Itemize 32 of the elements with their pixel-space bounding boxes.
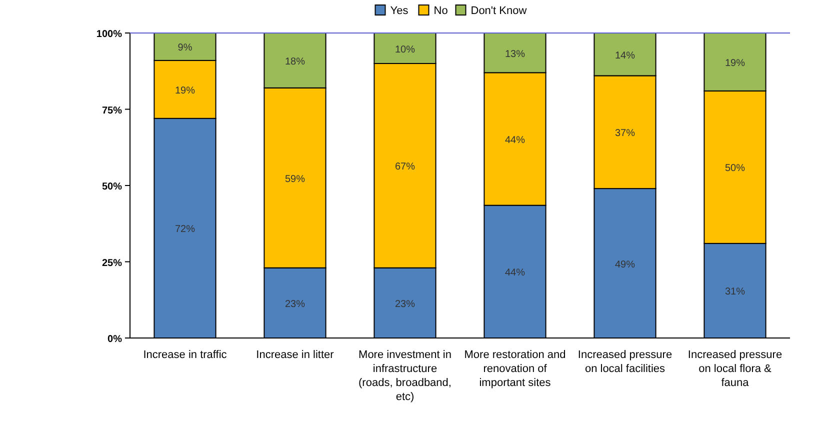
data-label: 23% bbox=[284, 298, 306, 310]
data-label: 59% bbox=[284, 174, 306, 185]
x-tick-label: Increase in litter bbox=[256, 349, 334, 361]
data-label: 18% bbox=[284, 56, 306, 68]
y-tick-label: 100% bbox=[96, 29, 122, 40]
x-tick-label: More investment in infrastructure (roads, broadband, etc) bbox=[358, 349, 452, 403]
y-tick-label: 25% bbox=[102, 258, 122, 269]
legend-label: Yes bbox=[390, 5, 409, 17]
data-label: 13% bbox=[504, 48, 526, 60]
data-label: 72% bbox=[174, 224, 196, 236]
x-tick-label: Increased pressure on local facilities bbox=[578, 349, 672, 375]
x-tick-label: Increased pressure on local flora & fauna bbox=[688, 349, 782, 389]
legend-label: Don't Know bbox=[470, 5, 527, 17]
data-label: 19% bbox=[174, 85, 196, 96]
data-label: 49% bbox=[614, 259, 636, 270]
y-tick-label: 0% bbox=[108, 334, 122, 345]
data-label: 14% bbox=[614, 50, 636, 62]
data-label: 37% bbox=[614, 128, 636, 140]
x-tick-label: Increase in traffic bbox=[143, 349, 228, 361]
data-label: 23% bbox=[394, 298, 416, 310]
data-label: 10% bbox=[394, 44, 416, 56]
data-label: 9% bbox=[178, 42, 192, 54]
data-label: 50% bbox=[724, 163, 746, 174]
y-tick-label: 50% bbox=[102, 182, 122, 192]
data-label: 31% bbox=[724, 286, 746, 298]
data-label: 19% bbox=[724, 58, 746, 69]
legend-label: No bbox=[434, 5, 448, 17]
data-label: 67% bbox=[394, 162, 416, 173]
data-label: 44% bbox=[504, 268, 526, 279]
y-tick-label: 75% bbox=[102, 105, 122, 116]
data-label: 44% bbox=[504, 134, 526, 146]
x-tick-label: More restoration and renovation of important sites bbox=[464, 349, 566, 389]
